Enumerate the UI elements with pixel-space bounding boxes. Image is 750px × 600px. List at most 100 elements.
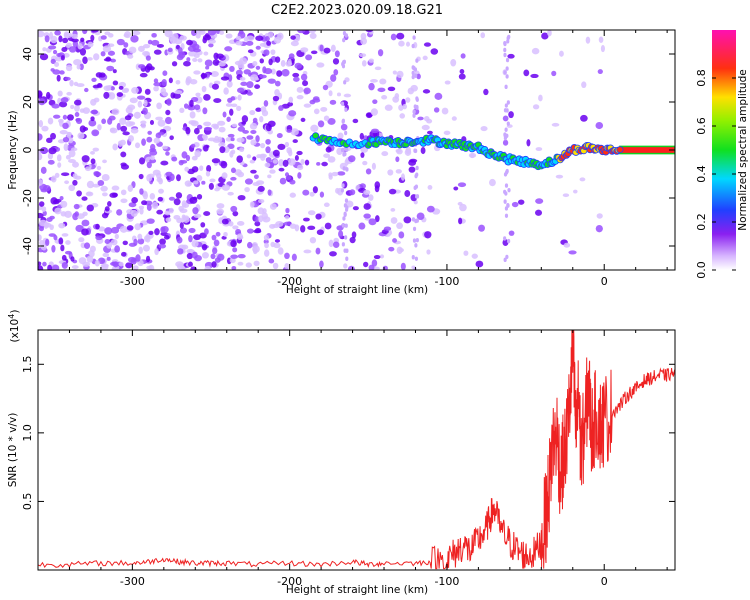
scatter-point: [420, 146, 426, 155]
streak-point: [342, 31, 347, 36]
scatter-point: [254, 84, 261, 89]
scatter-point: [236, 233, 244, 241]
scatter-point: [283, 221, 292, 226]
scatter-point: [127, 104, 136, 111]
scatter-point: [46, 137, 53, 143]
scatter-point: [141, 200, 148, 206]
scatter-point: [133, 111, 141, 119]
scatter-point: [312, 186, 318, 194]
scatter-point: [185, 154, 191, 162]
scatter-point: [319, 260, 324, 268]
scatter-point: [267, 174, 272, 179]
scatter-point: [422, 55, 428, 61]
scatter-point: [275, 56, 281, 63]
scatter-point: [285, 207, 290, 214]
scatter-point: [182, 215, 190, 221]
scatter-point: [47, 159, 55, 165]
scatter-point: [231, 266, 237, 270]
scatter-point: [105, 56, 112, 62]
scatter-point: [102, 252, 110, 258]
scatter-point: [167, 47, 173, 53]
scatter-point: [65, 42, 72, 48]
scatter-point: [294, 154, 299, 161]
spectrogram-x-axis-label: Height of straight line (km): [286, 284, 428, 296]
scatter-point: [403, 216, 412, 224]
scatter-point: [93, 53, 100, 61]
scatter-point: [230, 137, 235, 142]
scatter-point: [277, 143, 286, 150]
streak-point: [344, 235, 348, 240]
scatter-point: [224, 46, 233, 52]
scatter-point: [201, 85, 207, 93]
scatter-point: [237, 126, 246, 132]
scatter-point: [178, 47, 183, 55]
streak-point: [504, 127, 508, 132]
scatter-point: [91, 77, 97, 82]
scatter-point: [284, 263, 290, 269]
scatter-point: [162, 70, 168, 76]
scatter-point: [189, 99, 194, 108]
scatter-point: [562, 193, 570, 198]
scatter-point: [212, 247, 218, 255]
scatter-point: [229, 150, 234, 158]
scatter-point: [102, 159, 107, 164]
scatter-point: [181, 244, 189, 250]
scatter-point: [127, 256, 137, 263]
streak-point: [504, 170, 509, 175]
scatter-point: [270, 68, 276, 75]
scatter-point: [360, 37, 367, 45]
scatter-point: [255, 65, 261, 70]
scatter-point: [388, 188, 397, 195]
scatter-point: [123, 42, 129, 48]
scatter-point: [51, 245, 56, 253]
scatter-point: [107, 117, 113, 125]
scatter-point: [102, 192, 108, 197]
scatter-point: [317, 120, 325, 128]
streak-point: [411, 43, 415, 49]
scatter-point: [193, 53, 200, 58]
scatter-point: [73, 58, 82, 66]
scatter-point: [210, 253, 216, 260]
scatter-point: [535, 198, 544, 204]
scatter-point: [110, 238, 118, 246]
scatter-point: [230, 96, 236, 101]
scatter-point: [69, 79, 74, 87]
scatter-point: [319, 191, 325, 198]
scatter-point: [343, 93, 352, 98]
scatter-point: [138, 246, 143, 254]
scatter-point: [120, 189, 127, 196]
scatter-point: [297, 30, 306, 34]
scatter-point: [581, 81, 587, 89]
scatter-point: [239, 147, 245, 153]
scatter-point: [289, 179, 296, 185]
scatter-point: [208, 43, 214, 48]
scatter-point: [203, 51, 209, 56]
streak-point: [411, 70, 415, 76]
streak-point: [412, 35, 416, 40]
scatter-point: [145, 255, 151, 263]
streak-point: [341, 147, 345, 153]
scatter-point: [38, 133, 43, 141]
scatter-point: [263, 234, 270, 241]
scatter-point: [86, 191, 92, 196]
scatter-point: [50, 175, 57, 183]
scatter-point: [50, 132, 56, 140]
streak-point: [507, 34, 511, 40]
scatter-point: [82, 30, 88, 35]
scatter-point: [305, 54, 313, 61]
scatter-point: [323, 202, 330, 208]
scatter-point: [408, 166, 416, 173]
scatter-point: [76, 190, 82, 197]
scatter-point: [256, 154, 262, 159]
scatter-point: [255, 107, 262, 112]
scatter-point: [101, 173, 110, 182]
scatter-point: [331, 171, 339, 177]
scatter-point: [157, 131, 165, 136]
streak-point: [341, 118, 346, 123]
scatter-point: [75, 117, 83, 125]
scatter-point: [90, 158, 96, 165]
scatter-point: [508, 230, 515, 236]
scatter-point: [190, 266, 197, 270]
x-tick-label: -200: [277, 575, 302, 588]
scatter-point: [145, 55, 151, 61]
